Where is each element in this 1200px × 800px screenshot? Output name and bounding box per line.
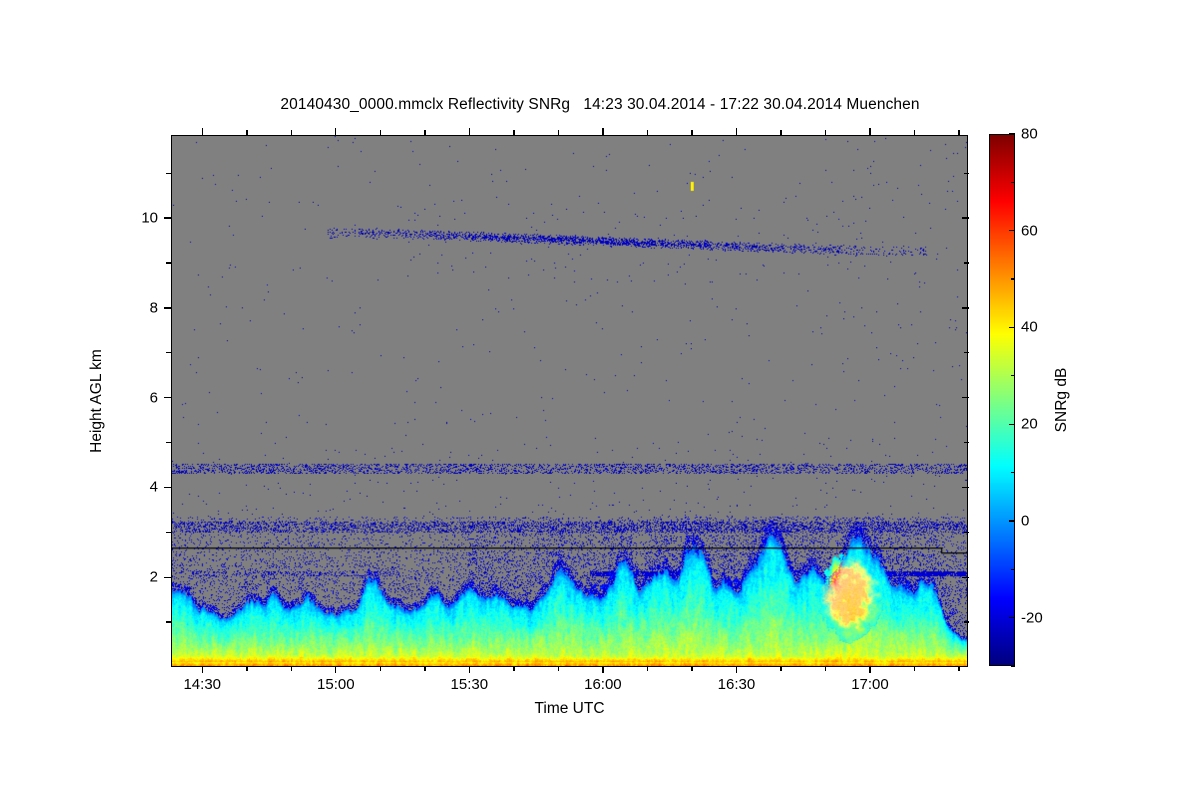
- colorbar-tick: [1009, 133, 1015, 135]
- x-tick-label: 16:30: [717, 676, 756, 693]
- y-tick-right: [962, 486, 969, 489]
- y-tick-minor: [166, 262, 171, 264]
- colorbar-tick-minor: [1011, 181, 1015, 183]
- colorbar-tick-label: 80: [1021, 125, 1038, 143]
- x-tick: [869, 666, 871, 673]
- x-tick-top: [602, 128, 604, 135]
- colorbar-tick-label: 40: [1021, 318, 1038, 336]
- x-tick-minor-top: [290, 130, 293, 135]
- x-tick: [201, 666, 203, 673]
- x-tick-top: [468, 128, 471, 135]
- x-tick-minor-top: [691, 130, 693, 135]
- plot-title: 20140430_0000.mmclx Reflectivity SNRg 14…: [280, 96, 920, 113]
- y-tick-minor: [166, 352, 171, 354]
- x-tick: [602, 666, 604, 673]
- y-tick-label: 6: [149, 389, 158, 407]
- x-tick-minor-top: [424, 130, 426, 135]
- x-tick-minor-top: [513, 130, 515, 135]
- x-tick-minor: [958, 666, 960, 671]
- x-tick-label: 14:30: [183, 676, 222, 693]
- x-tick-minor: [557, 666, 560, 671]
- colorbar: [989, 134, 1015, 666]
- x-tick-top: [335, 128, 337, 135]
- y-axis-label: Height AGL km: [88, 349, 105, 453]
- colorbar-tick-minor: [1011, 278, 1015, 280]
- y-tick-right: [962, 396, 969, 399]
- x-tick-minor: [290, 666, 293, 671]
- x-tick-minor: [824, 666, 827, 671]
- y-tick-minor-right: [964, 621, 969, 623]
- x-tick-minor: [246, 666, 248, 671]
- y-tick-label: 10: [141, 209, 158, 227]
- colorbar-title: SNRg dB: [1053, 367, 1070, 433]
- y-tick-label: 8: [149, 299, 158, 317]
- colorbar-tick: [1009, 520, 1015, 522]
- reflectivity-heatmap: [172, 136, 967, 666]
- colorbar-gradient: [990, 135, 1014, 665]
- y-tick-right: [962, 217, 969, 219]
- y-tick: [164, 396, 171, 399]
- colorbar-tick: [1009, 326, 1015, 329]
- y-tick-minor: [166, 172, 171, 174]
- x-tick: [735, 666, 738, 673]
- x-tick-minor-top: [780, 130, 782, 135]
- x-tick: [468, 666, 471, 673]
- x-tick-top: [735, 128, 738, 135]
- y-tick: [164, 217, 171, 219]
- colorbar-tick-label: 20: [1021, 415, 1038, 433]
- x-tick-minor-top: [557, 130, 560, 135]
- colorbar-tick-minor: [1011, 665, 1015, 667]
- x-tick-minor: [646, 666, 649, 671]
- y-tick-minor-right: [964, 262, 969, 264]
- y-tick: [164, 486, 171, 489]
- x-tick-minor: [691, 666, 693, 671]
- y-tick: [164, 576, 171, 578]
- y-tick-minor: [166, 441, 171, 444]
- x-tick-top: [869, 128, 871, 135]
- y-tick-right: [962, 307, 969, 309]
- x-tick-minor: [513, 666, 515, 671]
- y-tick-label: 2: [149, 568, 158, 586]
- x-axis-label: Time UTC: [534, 700, 605, 717]
- colorbar-tick: [1009, 423, 1015, 425]
- x-tick-label: 15:00: [317, 676, 355, 693]
- colorbar-tick-minor: [1011, 471, 1015, 474]
- x-tick-minor-top: [379, 130, 382, 135]
- y-tick: [164, 307, 171, 309]
- plot-area: [171, 135, 968, 667]
- colorbar-tick: [1009, 230, 1015, 232]
- colorbar-tick: [1009, 616, 1015, 619]
- y-tick-minor: [166, 531, 171, 534]
- colorbar-tick-minor: [1011, 568, 1015, 570]
- y-tick-minor-right: [964, 172, 969, 174]
- y-tick-minor: [166, 621, 171, 623]
- x-tick-label: 17:00: [851, 676, 889, 693]
- x-tick-minor: [913, 666, 916, 671]
- x-tick-minor: [379, 666, 382, 671]
- y-tick-minor-right: [964, 441, 969, 444]
- x-tick-top: [201, 128, 203, 135]
- colorbar-tick-label: 60: [1021, 222, 1038, 240]
- x-tick-minor: [780, 666, 782, 671]
- x-tick-minor: [424, 666, 426, 671]
- x-tick-label: 15:30: [450, 676, 489, 693]
- y-tick-right: [962, 576, 969, 578]
- x-tick-minor-top: [246, 130, 248, 135]
- x-tick-minor-top: [913, 130, 916, 135]
- x-tick: [335, 666, 337, 673]
- y-tick-label: 4: [149, 478, 158, 496]
- x-tick-minor-top: [824, 130, 827, 135]
- colorbar-tick-minor: [1011, 375, 1015, 377]
- x-tick-label: 16:00: [584, 676, 622, 693]
- y-tick-minor-right: [964, 531, 969, 534]
- colorbar-tick-label: 0: [1021, 512, 1030, 530]
- colorbar-tick-label: -20: [1021, 609, 1043, 627]
- y-tick-minor-right: [964, 352, 969, 354]
- x-tick-minor-top: [958, 130, 960, 135]
- x-tick-minor-top: [646, 130, 649, 135]
